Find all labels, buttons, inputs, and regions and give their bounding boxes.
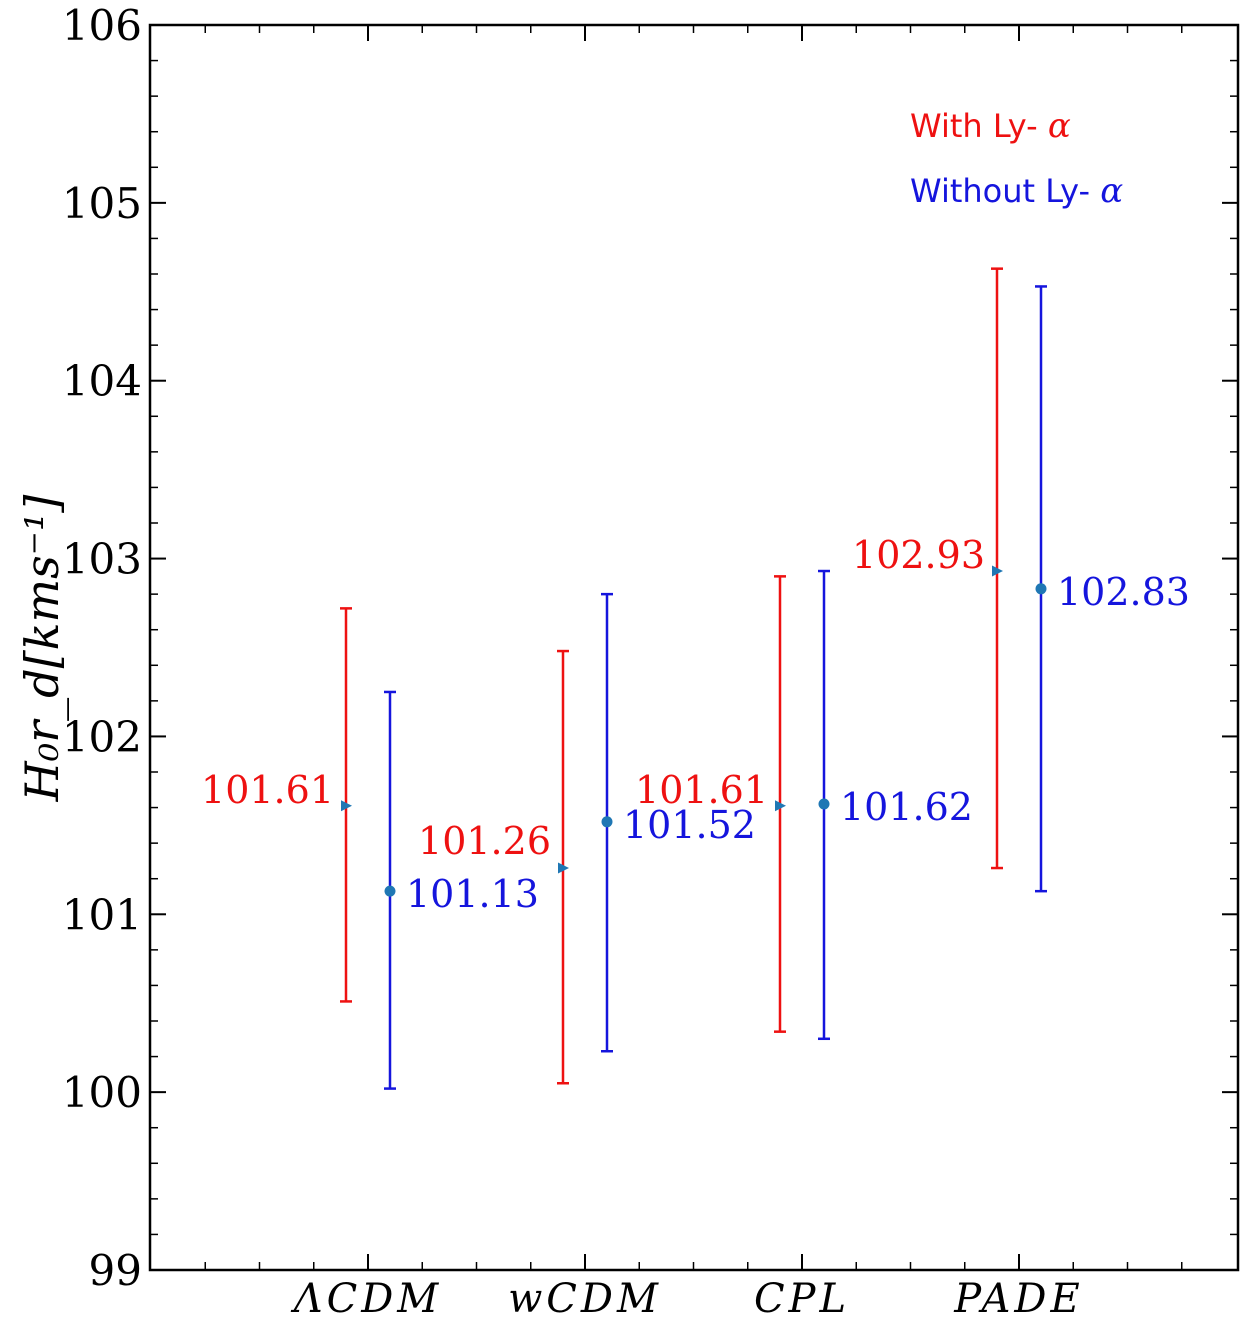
plot-frame	[148, 23, 1240, 1272]
major-ticks	[150, 24, 1238, 1271]
legend-entry: With Ly- α	[910, 106, 1071, 146]
y-tick-label: 103	[62, 535, 142, 584]
y-tick-label: 100	[62, 1068, 142, 1117]
y-tick-label: 105	[62, 179, 142, 228]
x-tick-label: wCDM	[508, 1276, 662, 1322]
data-point-circle	[818, 798, 830, 810]
legend: With Ly- α Without Ly- α	[910, 106, 1123, 211]
data-point-triangle	[775, 800, 786, 812]
value-label: 102.83	[1057, 570, 1190, 614]
value-label: 101.61	[201, 768, 334, 812]
data-point-triangle	[992, 565, 1003, 577]
x-tick-label: PADE	[953, 1276, 1083, 1322]
value-label: 101.13	[406, 872, 539, 916]
value-label: 101.62	[840, 785, 973, 829]
minor-ticks	[150, 25, 1238, 1270]
x-tick-labels: ΛCDM wCDM CPL PADE	[290, 1276, 1083, 1322]
legend-entry: Without Ly- α	[910, 171, 1123, 211]
x-tick-label: ΛCDM	[290, 1276, 443, 1322]
series-layer	[340, 267, 1047, 1090]
y-axis-label: H₀r_d[kms⁻¹]	[15, 495, 69, 803]
y-tick-label: 106	[62, 1, 142, 50]
value-label: 102.93	[852, 533, 985, 577]
data-point-triangle	[341, 800, 352, 812]
y-tick-label: 102	[62, 712, 142, 761]
data-point-circle	[1035, 583, 1047, 595]
data-point-circle	[384, 885, 396, 897]
y-tick-label: 99	[89, 1246, 142, 1295]
y-tick-label: 104	[62, 357, 142, 406]
x-tick-label: CPL	[754, 1276, 850, 1322]
y-tick-label: 101	[62, 890, 142, 939]
data-point-circle	[601, 816, 613, 828]
value-label: 101.26	[418, 819, 551, 863]
y-tick-labels: 99 100 101 102 103 104 105 106	[62, 1, 142, 1295]
value-label: 101.61	[635, 768, 768, 812]
value-label: 101.52	[623, 803, 756, 847]
value-labels: 101.61 101.26 101.61 102.93 101.13 101.52 101.…	[201, 533, 1190, 916]
data-point-triangle	[558, 862, 569, 874]
